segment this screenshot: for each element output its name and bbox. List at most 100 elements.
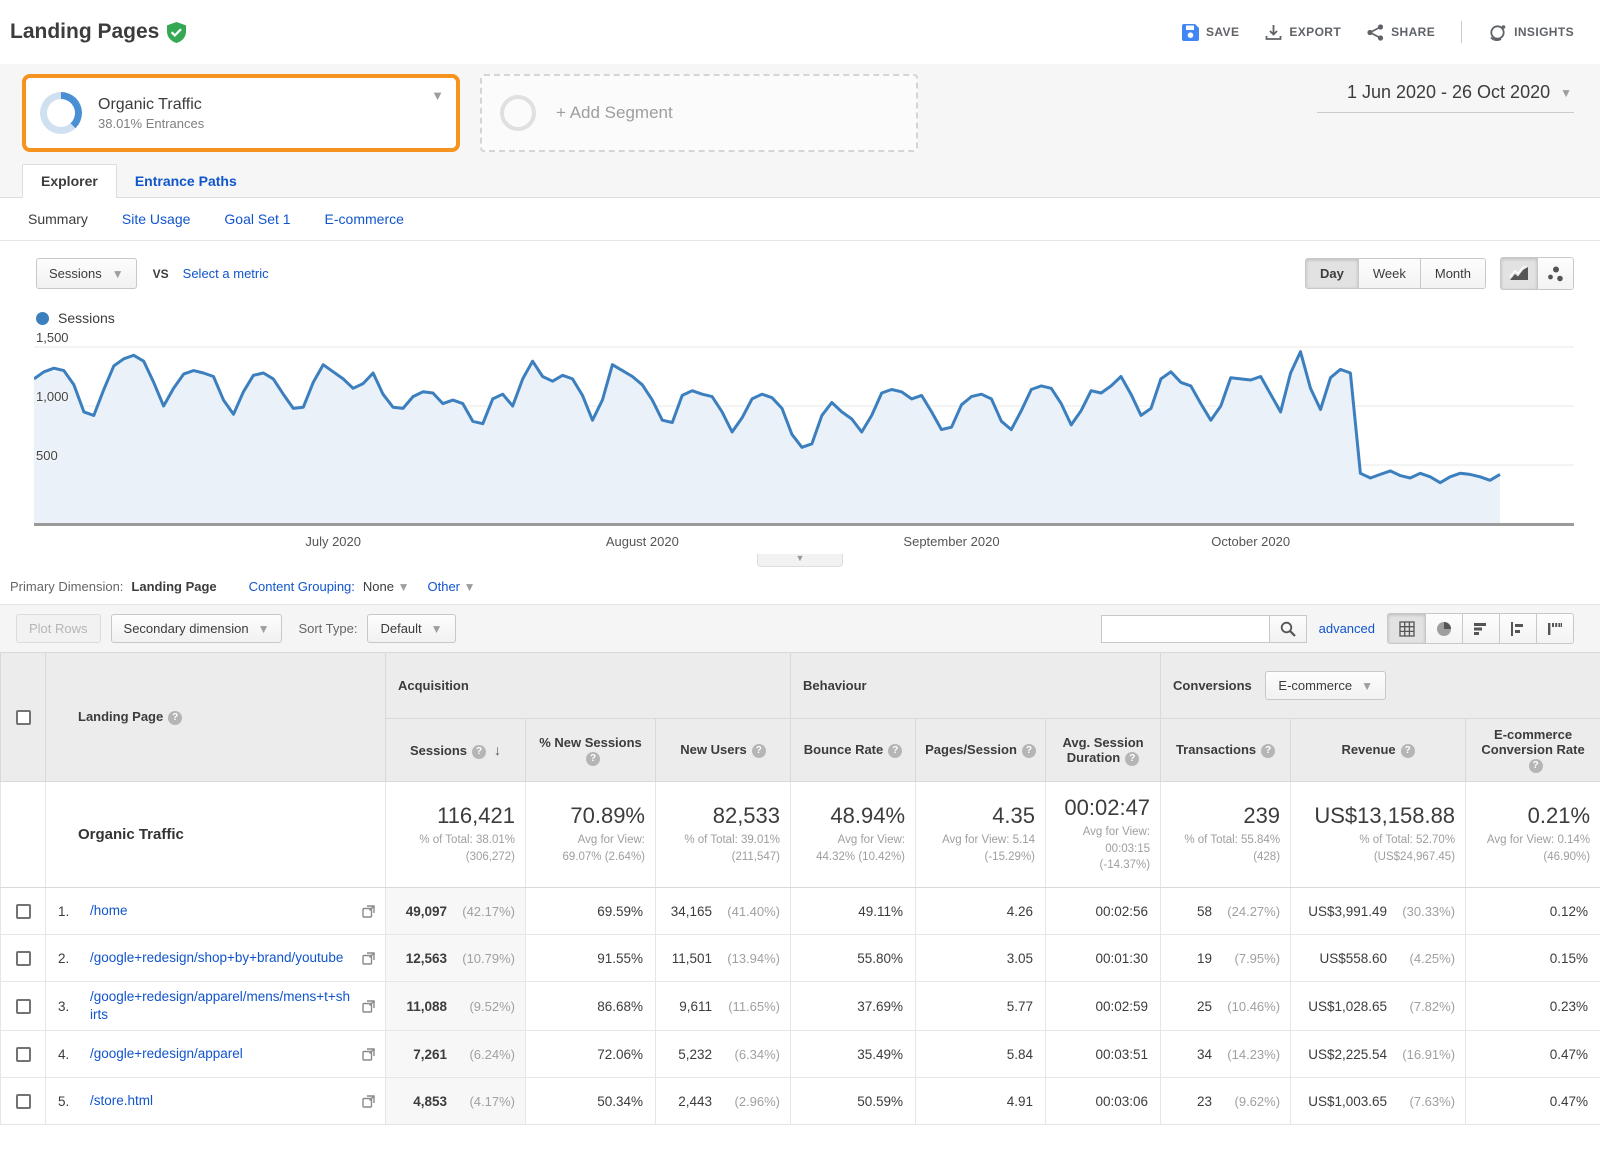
help-icon[interactable]: ? bbox=[1401, 744, 1415, 758]
revenue-value: US$558.60 bbox=[1319, 951, 1387, 966]
open-in-new-icon[interactable] bbox=[362, 905, 375, 918]
search-button[interactable] bbox=[1269, 615, 1307, 643]
column-header-landing-page[interactable]: Landing Page? bbox=[46, 653, 386, 782]
chart-legend: Sessions bbox=[0, 304, 1600, 334]
landing-page-link[interactable]: /home bbox=[90, 902, 352, 920]
group-header-conversions: Conversions E-commerce ▼ bbox=[1161, 653, 1600, 719]
column-header-ecommerce-conversion-rate[interactable]: E-commerce Conversion Rate? bbox=[1466, 719, 1600, 782]
subtab-goal-set-1[interactable]: Goal Set 1 bbox=[224, 211, 290, 227]
help-icon[interactable]: ? bbox=[168, 711, 182, 725]
granularity-month[interactable]: Month bbox=[1420, 259, 1485, 288]
advanced-search-link[interactable]: advanced bbox=[1319, 621, 1375, 636]
download-icon bbox=[1265, 24, 1282, 41]
select-metric-link[interactable]: Select a metric bbox=[183, 266, 269, 281]
secondary-dimension-button[interactable]: Secondary dimension ▼ bbox=[111, 614, 283, 643]
help-icon[interactable]: ? bbox=[472, 745, 486, 759]
sessions-chart-block: Sessions 1,5001,000500 July 2020August 2… bbox=[0, 300, 1600, 567]
pages-session-header-label: Pages/Session bbox=[925, 742, 1017, 757]
granularity-day[interactable]: Day bbox=[1306, 259, 1358, 288]
row-index: 4. bbox=[58, 1047, 80, 1062]
chevron-down-icon: ▼ bbox=[1560, 86, 1572, 100]
tab-entrance-paths[interactable]: Entrance Paths bbox=[117, 165, 255, 197]
export-button[interactable]: EXPORT bbox=[1265, 24, 1341, 41]
help-icon[interactable]: ? bbox=[752, 744, 766, 758]
column-header-transactions[interactable]: Transactions? bbox=[1161, 719, 1291, 782]
other-dimension-link[interactable]: Other ▼ bbox=[427, 579, 475, 594]
transactions-percent: (7.95%) bbox=[1212, 951, 1280, 966]
help-icon[interactable]: ? bbox=[1125, 752, 1139, 766]
subtab-site-usage[interactable]: Site Usage bbox=[122, 211, 190, 227]
chevron-down-icon[interactable]: ▼ bbox=[431, 88, 444, 103]
row-checkbox[interactable] bbox=[16, 1094, 31, 1109]
column-header-bounce-rate[interactable]: Bounce Rate? bbox=[791, 719, 916, 782]
open-in-new-icon[interactable] bbox=[362, 1048, 375, 1061]
conversions-selector-dropdown[interactable]: E-commerce ▼ bbox=[1265, 671, 1386, 700]
select-all-checkbox[interactable] bbox=[16, 710, 31, 725]
bounce-rate-value: 55.80% bbox=[791, 935, 916, 982]
save-button[interactable]: SAVE bbox=[1182, 24, 1239, 41]
open-in-new-icon[interactable] bbox=[362, 1095, 375, 1108]
column-header-sessions[interactable]: Sessions?↓ bbox=[386, 719, 526, 782]
help-icon[interactable]: ? bbox=[1529, 759, 1543, 773]
help-icon[interactable]: ? bbox=[1261, 744, 1275, 758]
row-checkbox[interactable] bbox=[16, 1047, 31, 1062]
percentage-view-button[interactable] bbox=[1425, 614, 1462, 643]
subtab-summary[interactable]: Summary bbox=[28, 211, 88, 227]
new-users-value: 9,611 bbox=[679, 999, 712, 1014]
metric-dropdown[interactable]: Sessions ▼ bbox=[36, 258, 137, 289]
data-view-button[interactable] bbox=[1388, 614, 1425, 643]
insights-button[interactable]: INSIGHTS bbox=[1488, 23, 1574, 42]
pages-session-value: 4.26 bbox=[916, 888, 1046, 935]
new-users-value: 34,165 bbox=[671, 904, 712, 919]
open-in-new-icon[interactable] bbox=[362, 1000, 375, 1013]
transactions-percent: (24.27%) bbox=[1212, 904, 1280, 919]
column-header-avg-session-duration[interactable]: Avg. Session Duration? bbox=[1046, 719, 1161, 782]
row-checkbox[interactable] bbox=[16, 904, 31, 919]
add-segment-button[interactable]: + Add Segment bbox=[480, 74, 918, 152]
plot-rows-button[interactable]: Plot Rows bbox=[16, 614, 101, 643]
segment-chip-organic-traffic[interactable]: Organic Traffic 38.01% Entrances ▼ bbox=[22, 74, 460, 152]
performance-view-button[interactable] bbox=[1462, 614, 1499, 643]
landing-page-link[interactable]: /google+redesign/shop+by+brand/youtube bbox=[90, 949, 352, 967]
landing-page-link[interactable]: /google+redesign/apparel bbox=[90, 1045, 352, 1063]
column-header-new-sessions[interactable]: % New Sessions? bbox=[526, 719, 656, 782]
sessions-timeseries-chart[interactable]: 1,5001,000500 bbox=[34, 334, 1574, 530]
open-in-new-icon[interactable] bbox=[362, 952, 375, 965]
new-sessions-value: 86.68% bbox=[526, 982, 656, 1031]
chart-collapse-handle[interactable]: ▼ bbox=[757, 554, 843, 567]
new-sessions-value: 69.59% bbox=[526, 888, 656, 935]
content-grouping-link[interactable]: Content Grouping: bbox=[249, 579, 355, 594]
share-button[interactable]: SHARE bbox=[1367, 24, 1435, 41]
segment-name: Organic Traffic bbox=[98, 96, 204, 114]
help-icon[interactable]: ? bbox=[1022, 744, 1036, 758]
comparison-view-button[interactable] bbox=[1499, 614, 1536, 643]
date-range-selector[interactable]: 1 Jun 2020 - 26 Oct 2020 ▼ bbox=[1317, 78, 1574, 113]
summary-new-sessions-subtext: Avg for View: 69.07% (2.64%) bbox=[536, 832, 645, 865]
avg-duration-value: 00:01:30 bbox=[1046, 935, 1161, 982]
help-icon[interactable]: ? bbox=[586, 752, 600, 766]
line-chart-view-button[interactable] bbox=[1501, 258, 1537, 289]
dimension-landing-page[interactable]: Landing Page bbox=[131, 579, 216, 594]
revenue-value: US$2,225.54 bbox=[1308, 1047, 1387, 1062]
row-checkbox[interactable] bbox=[16, 999, 31, 1014]
table-search-input[interactable] bbox=[1101, 615, 1269, 643]
landing-page-link[interactable]: /store.html bbox=[90, 1092, 352, 1110]
sort-type-dropdown[interactable]: Default ▼ bbox=[367, 614, 455, 643]
verified-shield-icon bbox=[167, 22, 186, 43]
landing-page-link[interactable]: /google+redesign/apparel/mens/mens+t+shi… bbox=[90, 988, 352, 1024]
subtab-ecommerce[interactable]: E-commerce bbox=[325, 211, 404, 227]
insights-label: INSIGHTS bbox=[1514, 25, 1574, 39]
pivot-view-button[interactable] bbox=[1536, 614, 1573, 643]
column-header-new-users[interactable]: New Users? bbox=[656, 719, 791, 782]
insights-icon bbox=[1488, 23, 1507, 42]
motion-chart-view-button[interactable] bbox=[1537, 258, 1573, 289]
row-checkbox[interactable] bbox=[16, 951, 31, 966]
content-grouping-value[interactable]: None ▼ bbox=[363, 579, 410, 594]
help-icon[interactable]: ? bbox=[888, 744, 902, 758]
ecr-value: 0.23% bbox=[1466, 982, 1600, 1031]
sessions-value: 4,853 bbox=[413, 1094, 447, 1109]
column-header-revenue[interactable]: Revenue? bbox=[1291, 719, 1466, 782]
granularity-week[interactable]: Week bbox=[1358, 259, 1420, 288]
column-header-pages-session[interactable]: Pages/Session? bbox=[916, 719, 1046, 782]
tab-explorer[interactable]: Explorer bbox=[22, 164, 117, 198]
